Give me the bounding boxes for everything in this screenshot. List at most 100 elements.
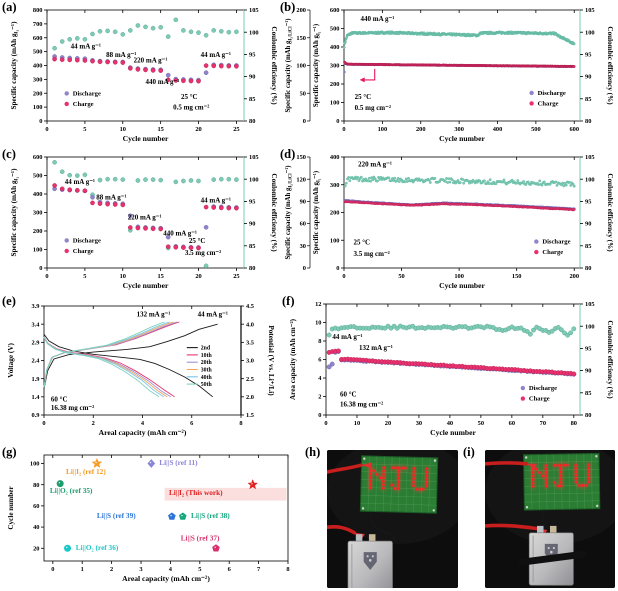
chart-rate-capability-high-loading: 0 5 10 15 20 25 Cycle number 0 100 200 300 400 500 60… bbox=[10, 154, 278, 290]
svg-text:8: 8 bbox=[286, 566, 289, 573]
svg-text:3: 3 bbox=[139, 566, 142, 573]
svg-text:30: 30 bbox=[416, 420, 422, 427]
svg-text:Li||O₂ (ref 35): Li||O₂ (ref 35) bbox=[50, 486, 93, 495]
svg-text:700: 700 bbox=[33, 21, 43, 28]
svg-text:100: 100 bbox=[585, 176, 595, 183]
panel-b: (b) 0 100 200 300 400 500 600 Cycle number 0 100 2… bbox=[278, 0, 618, 147]
svg-text:Area capacity (mAh cm⁻²): Area capacity (mAh cm⁻²) bbox=[289, 318, 297, 400]
svg-text:100: 100 bbox=[30, 461, 40, 468]
svg-text:3.9: 3.9 bbox=[32, 303, 40, 310]
svg-text:100: 100 bbox=[330, 237, 340, 244]
svg-text:44 mA g⁻¹: 44 mA g⁻¹ bbox=[198, 310, 228, 318]
svg-text:0: 0 bbox=[45, 273, 48, 280]
panel-g-label: (g) bbox=[2, 445, 17, 459]
svg-text:4: 4 bbox=[141, 420, 145, 427]
svg-text:25 °C: 25 °C bbox=[181, 93, 198, 101]
svg-text:Li||I₂ (This work): Li||I₂ (This work) bbox=[169, 488, 223, 497]
svg-text:Specific capacity (mAh gI₂/LiC: Specific capacity (mAh gI₂/LiCl​⁻¹) bbox=[285, 18, 294, 112]
chart-literature-comparison: 0 1 2 3 4 5 6 7 8 Areal capacity (mAh cm⁻²) 20 40 60… bbox=[7, 454, 290, 583]
x-axis: 0 5 10 15 20 25 Cycle number bbox=[45, 10, 240, 143]
svg-text:Cycle number: Cycle number bbox=[123, 281, 169, 290]
svg-text:4: 4 bbox=[318, 375, 322, 382]
plot-frame bbox=[43, 454, 289, 562]
svg-text:1.5: 1.5 bbox=[246, 412, 254, 419]
svg-text:Discharge: Discharge bbox=[73, 90, 101, 97]
svg-text:90: 90 bbox=[585, 221, 591, 228]
panel-d: (d) 0 50 100 150 200 Cycle number 0 100 200 300 40… bbox=[278, 147, 618, 294]
chart-rate-capability-25C: 0 5 10 15 20 25 Cycle number 0 100 200 300 400 500 60… bbox=[10, 7, 278, 143]
svg-text:85: 85 bbox=[585, 390, 591, 397]
svg-text:80: 80 bbox=[249, 118, 255, 125]
svg-text:100: 100 bbox=[33, 247, 43, 254]
svg-text:300: 300 bbox=[33, 76, 43, 83]
svg-text:95: 95 bbox=[585, 199, 591, 206]
right-axis: 80 85 90 95 100 105 Coulombic efficiency (%) bbox=[243, 154, 278, 272]
svg-text:0: 0 bbox=[336, 265, 339, 272]
panel-e: (e) 0 2 4 6 8 Areal capacity (mAh cm⁻²) 0.9 1.4… bbox=[0, 294, 280, 445]
legend: Discharge Charge bbox=[520, 385, 557, 403]
svg-text:25 °C: 25 °C bbox=[189, 237, 206, 245]
svg-text:400: 400 bbox=[493, 126, 503, 133]
x-axis: 0 5 10 15 20 25 Cycle number bbox=[45, 157, 240, 290]
led-board bbox=[359, 455, 439, 514]
svg-text:2: 2 bbox=[318, 394, 321, 401]
svg-text:Li||S (ref 37): Li||S (ref 37) bbox=[181, 533, 220, 542]
chart-areal-capacity-cycling: 0 10 20 30 40 50 60 70 80 Cycle number 0 2 4 6 8 10 12 Ar… bbox=[289, 301, 614, 437]
svg-text:Specific capacity (mAh gI₂/LiC: Specific capacity (mAh gI₂/LiCl​⁻¹) bbox=[285, 165, 294, 259]
svg-text:10th: 10th bbox=[201, 353, 213, 359]
svg-text:440 mA g⁻¹: 440 mA g⁻¹ bbox=[361, 15, 395, 23]
svg-text:Coulombic efficiency (%): Coulombic efficiency (%) bbox=[606, 26, 614, 105]
panel-f: (f) 0 10 20 30 40 50 60 70 80 Cycle number 0 2 4 6 8 10… bbox=[280, 294, 618, 445]
svg-text:Charge: Charge bbox=[529, 396, 550, 403]
svg-text:60: 60 bbox=[33, 503, 39, 510]
svg-text:80: 80 bbox=[33, 482, 39, 489]
svg-text:Charge: Charge bbox=[538, 100, 559, 107]
svg-text:15: 15 bbox=[157, 273, 163, 280]
svg-text:20: 20 bbox=[33, 545, 39, 552]
series-coulombic-efficiency bbox=[343, 175, 576, 188]
svg-text:150: 150 bbox=[512, 273, 522, 280]
svg-text:60 °C: 60 °C bbox=[51, 395, 68, 403]
svg-text:44 mA g⁻¹: 44 mA g⁻¹ bbox=[71, 42, 101, 50]
svg-text:1.9: 1.9 bbox=[32, 376, 40, 383]
x-axis: 0 2 4 6 8 Areal capacity (mAh cm⁻²) bbox=[42, 306, 243, 437]
series-50th bbox=[43, 321, 165, 398]
right-axis: 80 85 90 95 100 105 Coulombic efficiency (%) bbox=[243, 7, 278, 125]
svg-text:90: 90 bbox=[585, 368, 591, 375]
svg-text:80: 80 bbox=[585, 265, 591, 272]
svg-text:6: 6 bbox=[228, 566, 232, 573]
svg-text:120: 120 bbox=[296, 176, 306, 183]
svg-text:Coulombic efficiency (%): Coulombic efficiency (%) bbox=[606, 173, 614, 252]
svg-text:25 °C: 25 °C bbox=[355, 93, 372, 101]
svg-text:80: 80 bbox=[249, 265, 255, 272]
svg-text:16.38 mg cm⁻²: 16.38 mg cm⁻² bbox=[51, 404, 94, 412]
svg-text:Cycle number: Cycle number bbox=[123, 134, 169, 143]
panel-c-label: (c) bbox=[2, 147, 16, 161]
svg-text:1: 1 bbox=[81, 566, 84, 573]
svg-text:88 mA g⁻¹: 88 mA g⁻¹ bbox=[106, 51, 136, 59]
svg-text:95: 95 bbox=[585, 346, 591, 353]
svg-text:500: 500 bbox=[33, 49, 43, 56]
series-coulombic-efficiency bbox=[326, 323, 577, 338]
svg-text:44 mA g⁻¹: 44 mA g⁻¹ bbox=[65, 178, 95, 186]
x-axis: 0 50 100 150 200 Cycle number bbox=[342, 157, 579, 290]
svg-text:440 mA g⁻¹: 440 mA g⁻¹ bbox=[146, 78, 180, 86]
svg-text:600: 600 bbox=[569, 126, 579, 133]
svg-text:200: 200 bbox=[330, 81, 340, 88]
svg-text:5: 5 bbox=[198, 566, 201, 573]
svg-text:2.0: 2.0 bbox=[246, 394, 254, 401]
svg-text:Potential (V vs. Li⁺/Li): Potential (V vs. Li⁺/Li) bbox=[267, 325, 275, 396]
left-axis: 0 100 200 300 400 500 600 Specific capacity (mA… bbox=[313, 7, 344, 125]
panel-i: (i) bbox=[461, 445, 618, 591]
svg-text:80: 80 bbox=[585, 412, 591, 419]
x-axis: 0 100 200 300 400 500 600 Cycle number bbox=[342, 10, 579, 143]
svg-text:Li||S (ref 11): Li||S (ref 11) bbox=[159, 458, 198, 467]
panel-h: (h) bbox=[303, 445, 461, 591]
svg-text:Cycle number: Cycle number bbox=[430, 428, 476, 437]
svg-text:10: 10 bbox=[120, 273, 126, 280]
svg-text:500: 500 bbox=[531, 126, 541, 133]
legend: Discharge Charge bbox=[534, 239, 571, 256]
photo-scene bbox=[327, 450, 458, 588]
